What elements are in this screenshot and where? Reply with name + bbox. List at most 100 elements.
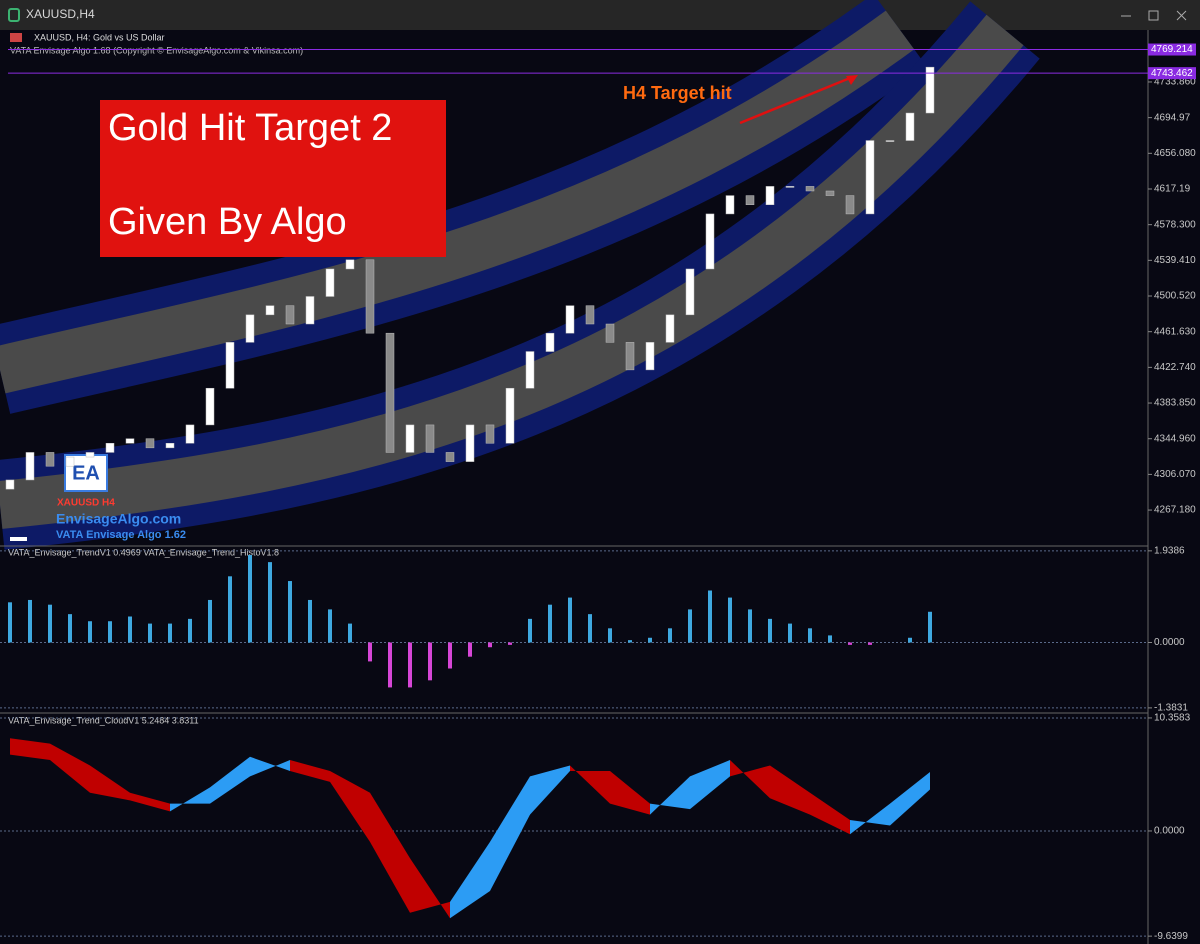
cloud-segment: [530, 765, 570, 815]
histogram-bar: [648, 637, 652, 643]
scroll-marker: [10, 537, 27, 541]
histogram-bar: [768, 618, 772, 643]
y-tick-label: 4578.300: [1154, 219, 1196, 230]
histogram-bar: [108, 621, 112, 643]
histogram-bar: [488, 642, 492, 648]
candle: [845, 195, 855, 215]
cloud-segment: [130, 792, 170, 812]
cloud-segment: [770, 765, 810, 815]
y-tick-label: 4461.630: [1154, 326, 1196, 337]
candle: [505, 387, 515, 444]
y-tick-label: 4733.860: [1154, 77, 1196, 88]
candle: [225, 342, 235, 389]
candle: [205, 387, 215, 426]
cloud-segment: [850, 803, 890, 835]
y-tick-label: 4656.080: [1154, 148, 1196, 159]
candle: [905, 112, 915, 141]
chart-icon: [10, 33, 22, 42]
cloud-segment: [610, 770, 650, 815]
candle: [925, 66, 935, 114]
cloud-segment: [730, 760, 770, 799]
cloud-segment: [810, 792, 850, 835]
y-tick-label: 0.0000: [1154, 826, 1185, 837]
y-tick-label: 4306.070: [1154, 469, 1196, 480]
candle: [825, 190, 835, 196]
price-tag-label: 4743.462: [1151, 68, 1193, 79]
arrow: [739, 76, 851, 125]
histogram-bar: [188, 618, 192, 643]
candle: [425, 424, 435, 453]
candle: [165, 443, 175, 449]
candle: [745, 195, 755, 206]
title-bar: [0, 0, 1200, 30]
y-tick-label: -9.6399: [1154, 931, 1188, 942]
cloud-segment: [250, 756, 290, 777]
price-tag: [1148, 67, 1196, 80]
cloud-segment: [50, 743, 90, 793]
close-button[interactable]: [1176, 10, 1187, 21]
histogram-bar: [748, 609, 752, 643]
candle: [885, 140, 895, 142]
maximize-button[interactable]: [1148, 10, 1159, 21]
cloud-segment: [650, 776, 690, 815]
chart-subtitle: VATA Envisage Algo 1.68 (Copyright © Env…: [10, 45, 303, 55]
histogram-bar: [348, 623, 352, 643]
chart-title: XAUUSD, H4: Gold vs US Dollar: [34, 32, 165, 42]
annotation-text: EnvisageAlgo.com: [56, 511, 181, 527]
histogram-bar: [468, 642, 472, 657]
candle: [665, 314, 675, 343]
histogram-bar: [628, 640, 632, 643]
candle: [525, 351, 535, 389]
candle: [285, 305, 295, 325]
histogram-bar: [548, 604, 552, 643]
histogram-bar: [848, 642, 852, 645]
histogram-bar: [428, 642, 432, 681]
candle: [625, 342, 635, 371]
candle: [565, 305, 575, 334]
y-tick-label: 4694.97: [1154, 112, 1191, 123]
price-axis: [1148, 30, 1200, 944]
histogram-bar: [368, 642, 372, 662]
cloud-segment: [450, 841, 490, 919]
candle: [405, 424, 415, 453]
candle: [545, 332, 555, 352]
y-tick-label: 10.3583: [1154, 713, 1191, 724]
candle: [105, 443, 115, 453]
histogram-bar: [508, 642, 512, 645]
histogram-bar: [688, 609, 692, 643]
histogram-bar: [48, 604, 52, 643]
candle: [485, 424, 495, 444]
candle: [65, 456, 75, 467]
candle: [605, 323, 615, 343]
candle: [385, 332, 395, 453]
histogram-bar: [388, 642, 392, 688]
candle: [185, 424, 195, 444]
candle: [785, 186, 795, 188]
histogram-bar: [668, 628, 672, 643]
histogram-bar: [128, 616, 132, 643]
candle: [805, 186, 815, 192]
histogram-bar: [408, 642, 412, 688]
histogram-bar: [608, 628, 612, 643]
candle: [725, 195, 735, 215]
histogram-bar: [708, 590, 712, 643]
histogram-bar: [148, 623, 152, 643]
histogram-bar: [268, 562, 272, 643]
candle: [265, 305, 275, 316]
cloud-segment: [290, 760, 330, 782]
cloud-segment: [370, 792, 410, 913]
y-tick-label: 0.0000: [1154, 637, 1185, 648]
histogram-bar: [908, 637, 912, 643]
histogram-bar: [228, 576, 232, 643]
candle: [125, 438, 135, 444]
cloud-segment: [690, 760, 730, 810]
cloud-segment: [170, 787, 210, 812]
histogram-bar: [528, 618, 532, 643]
candle: [705, 213, 715, 270]
candle: [365, 259, 375, 334]
y-tick-label: 4383.850: [1154, 398, 1196, 409]
histogram-bar: [868, 642, 872, 645]
candle: [85, 452, 95, 458]
annotation-text: VATA Envisage Algo 1.62: [56, 529, 186, 541]
